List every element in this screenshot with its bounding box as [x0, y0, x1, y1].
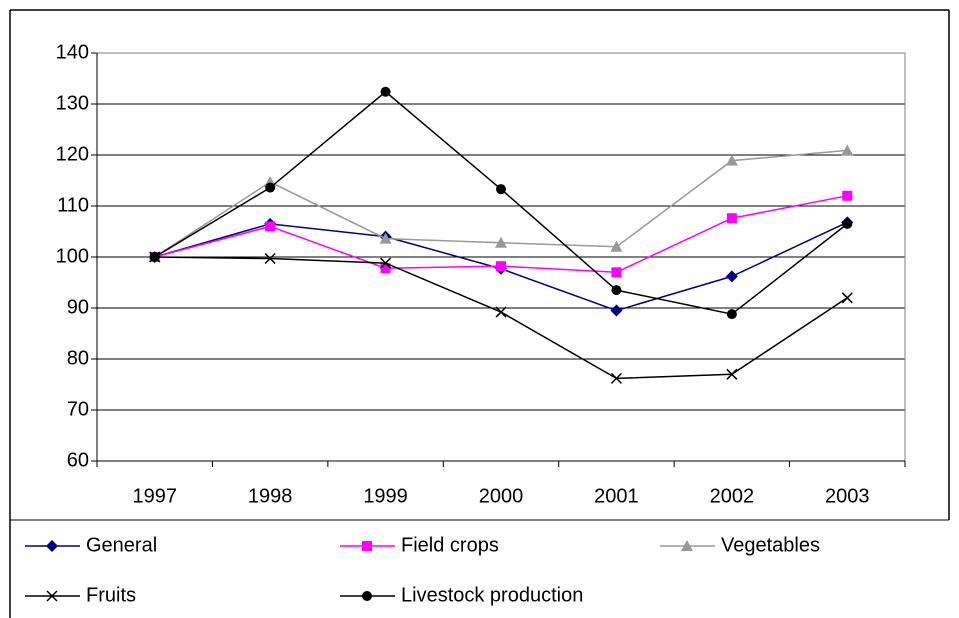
data-point [726, 213, 737, 224]
legend-label: Fruits [86, 584, 136, 606]
x-tick-label: 2003 [825, 485, 870, 507]
x-tick-label: 1997 [132, 485, 177, 507]
data-point [611, 285, 622, 296]
y-tick-label: 70 [67, 398, 89, 420]
data-point [380, 257, 392, 269]
data-point [610, 304, 623, 317]
data-point [149, 252, 160, 262]
data-point [265, 221, 276, 232]
series-line [154, 195, 848, 274]
data-point [495, 306, 507, 318]
y-tick-label: 130 [56, 92, 89, 114]
data-point [496, 261, 506, 272]
data-point [841, 292, 853, 304]
y-tick-label: 100 [56, 245, 89, 267]
y-tick-label: 110 [57, 194, 89, 216]
data-point [380, 86, 391, 97]
legend-marker [46, 540, 58, 552]
data-point [265, 182, 276, 193]
y-tick-label: 120 [56, 143, 89, 165]
legend-marker [362, 541, 372, 551]
data-point [379, 232, 392, 244]
legend-label: Vegetables [721, 534, 820, 556]
data-point [610, 372, 622, 384]
data-point [726, 368, 738, 380]
data-point [841, 144, 854, 156]
x-tick-label: 1999 [363, 485, 408, 507]
legend-marker [362, 591, 372, 601]
x-tick-label: 2002 [710, 485, 755, 507]
x-tick-label: 2000 [479, 485, 524, 507]
data-point [610, 240, 623, 252]
y-tick-label: 60 [67, 449, 89, 471]
x-tick-label: 2001 [594, 485, 639, 507]
data-point [496, 184, 506, 195]
data-point [380, 263, 391, 274]
legend-label: Field crops [401, 534, 499, 556]
y-tick-label: 90 [67, 296, 89, 318]
y-tick-label: 80 [67, 347, 89, 369]
legend-marker [46, 590, 58, 602]
legend-label: Livestock production [401, 584, 583, 606]
data-point [725, 270, 738, 283]
data-point [725, 154, 738, 166]
series-line [154, 256, 848, 380]
legend-marker [681, 540, 693, 551]
data-point [264, 252, 276, 265]
y-tick-label: 140 [56, 41, 89, 63]
data-point [495, 236, 507, 248]
x-tick-label: 1998 [248, 485, 293, 507]
series-line [154, 90, 848, 315]
data-point [726, 309, 737, 320]
data-point [842, 218, 853, 229]
data-point [611, 267, 622, 278]
data-point [842, 190, 853, 201]
legend-label: General [86, 534, 157, 556]
